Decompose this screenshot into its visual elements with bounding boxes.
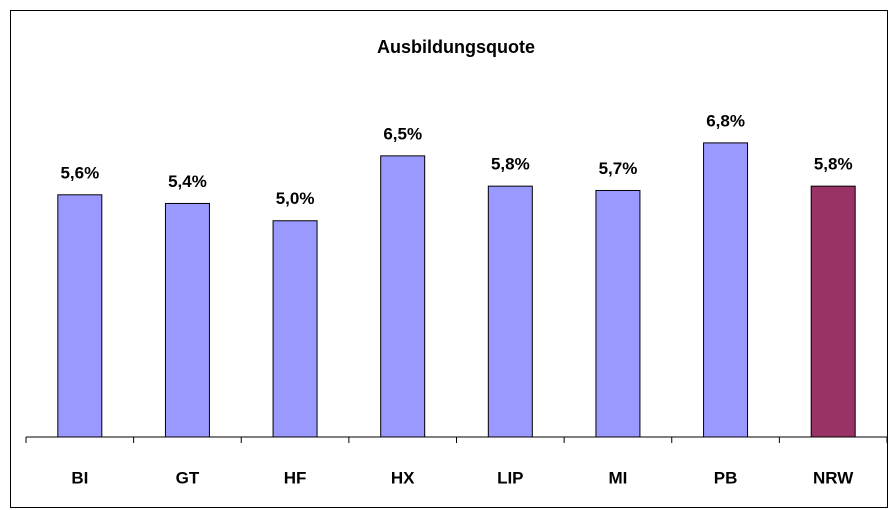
- x-tick-label: GT: [176, 468, 200, 487]
- bar: [164, 202, 210, 438]
- value-label: 5,0%: [276, 189, 315, 208]
- chart-title: Ausbildungsquote: [377, 37, 535, 57]
- bar: [595, 189, 641, 438]
- value-label: 6,5%: [383, 124, 422, 143]
- x-tick-label: BI: [71, 468, 88, 487]
- bar: [703, 142, 749, 438]
- value-label: 5,8%: [814, 155, 853, 174]
- x-tick-label: PB: [714, 468, 738, 487]
- value-label: 5,4%: [168, 172, 207, 191]
- x-tick-label: LIP: [497, 468, 523, 487]
- chart-frame: [10, 10, 888, 508]
- x-tick-label: HX: [391, 468, 415, 487]
- bar: [487, 185, 533, 438]
- bar: [57, 194, 103, 438]
- value-label: 5,6%: [60, 163, 99, 182]
- value-label: 5,8%: [491, 155, 530, 174]
- x-tick-label: MI: [608, 468, 627, 487]
- x-tick-label: HF: [284, 468, 307, 487]
- bar: [380, 155, 426, 438]
- bar: [810, 185, 856, 438]
- value-label: 6,8%: [706, 111, 745, 130]
- value-label: 5,7%: [599, 159, 638, 178]
- x-tick-label: NRW: [813, 468, 854, 487]
- bar: [272, 220, 318, 438]
